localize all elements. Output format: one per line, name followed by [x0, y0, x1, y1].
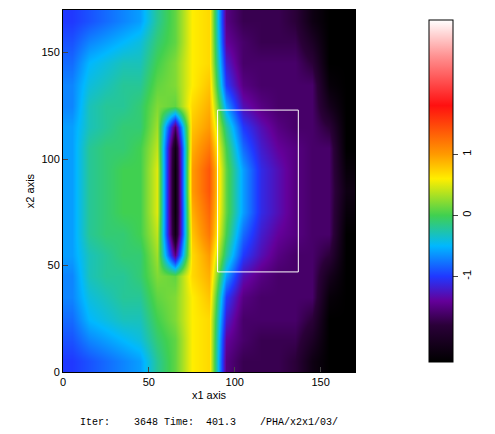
svg-text:100: 100 — [226, 376, 244, 388]
svg-text:Iter: 3648 Time: 401.3: Iter: 3648 Time: 401.3 /PHA/x2x1/03/ — [80, 417, 338, 428]
svg-text:0: 0 — [461, 211, 473, 217]
svg-text:x2 axis: x2 axis — [24, 173, 36, 208]
svg-text:100: 100 — [41, 153, 59, 165]
svg-text:50: 50 — [143, 376, 155, 388]
svg-text:150: 150 — [41, 46, 59, 58]
svg-text:0: 0 — [60, 376, 66, 388]
svg-text:150: 150 — [311, 376, 329, 388]
svg-text:x1 axis: x1 axis — [192, 389, 227, 401]
svg-text:50: 50 — [48, 259, 60, 271]
svg-text:0: 0 — [54, 366, 60, 378]
svg-text:-1: -1 — [461, 270, 473, 280]
svg-text:1: 1 — [461, 150, 473, 156]
